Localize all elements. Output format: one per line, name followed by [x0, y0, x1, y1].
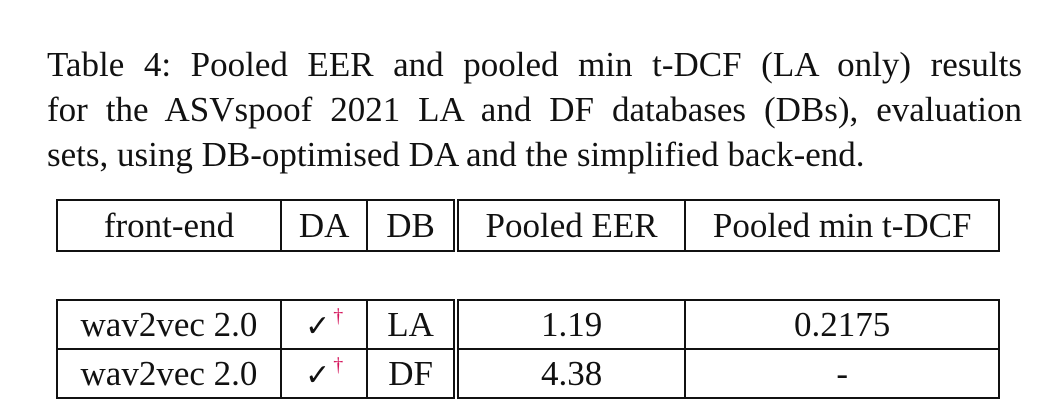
caption-line-3: sets, using DB-optimised DA and the simp…	[47, 135, 865, 174]
checkmark-icon: ✓	[305, 308, 331, 344]
caption-line-2: for the ASVspoof 2021 LA and DF database…	[47, 90, 1022, 129]
checkmark-icon: ✓	[305, 357, 331, 393]
dagger-mark: †	[333, 304, 344, 327]
table-row: wav2vec 2.0 ✓ † DF 4.38 -	[56, 348, 1000, 399]
header-pooled-min-tdcf: Pooled min t-DCF	[684, 199, 1000, 252]
header-pooled-eer: Pooled EER	[454, 199, 687, 252]
cell-da: ✓ †	[279, 348, 369, 399]
header-front-end: front-end	[56, 199, 282, 252]
cell-db: LA	[366, 299, 459, 350]
header-db: DB	[366, 199, 459, 252]
dagger-mark: †	[333, 353, 344, 376]
results-table: front-end DA DB Pooled EER Pooled min t-…	[56, 199, 1000, 399]
cell-pooled-eer: 1.19	[454, 299, 687, 350]
table-row: wav2vec 2.0 ✓ † LA 1.19 0.2175	[56, 299, 1000, 350]
header-da: DA	[279, 199, 369, 252]
table-gap-row	[57, 250, 999, 301]
cell-da: ✓ †	[279, 299, 369, 350]
cell-db: DF	[366, 348, 459, 399]
results-table-container: front-end DA DB Pooled EER Pooled min t-…	[56, 199, 1000, 399]
cell-pooled-eer: 4.38	[454, 348, 687, 399]
cell-pooled-min-tdcf: -	[684, 348, 1000, 399]
table-caption: Table 4: Pooled EER and pooled min t-DCF…	[47, 42, 1022, 177]
caption-line-1: Table 4: Pooled EER and pooled min t-DCF…	[47, 45, 1022, 84]
cell-front-end: wav2vec 2.0	[56, 348, 282, 399]
cell-front-end: wav2vec 2.0	[56, 299, 282, 350]
cell-pooled-min-tdcf: 0.2175	[684, 299, 1000, 350]
table-header-row: front-end DA DB Pooled EER Pooled min t-…	[56, 199, 1000, 252]
